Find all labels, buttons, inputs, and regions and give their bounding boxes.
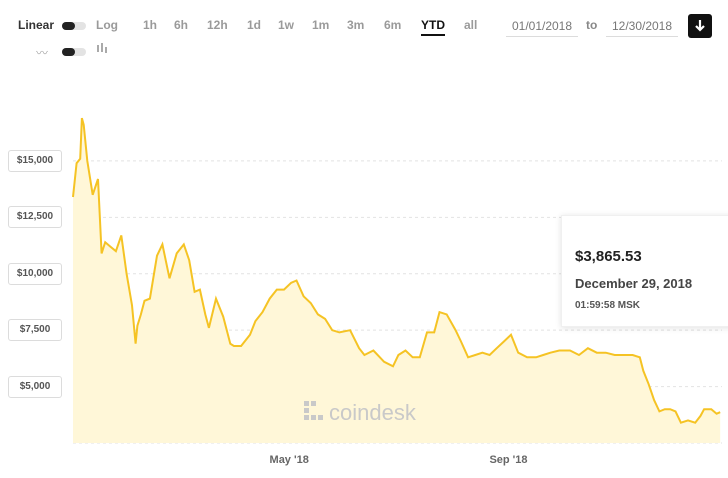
candlestick-icon[interactable] bbox=[96, 42, 108, 61]
date-to-input[interactable]: 12/30/2018 bbox=[606, 16, 678, 37]
y-tick-label: $5,000 bbox=[8, 375, 62, 398]
price-line bbox=[72, 117, 721, 424]
chart-type-toggle[interactable] bbox=[62, 48, 86, 56]
scale-toggle[interactable] bbox=[62, 22, 86, 30]
range-1w[interactable]: 1w bbox=[278, 18, 295, 32]
x-tick-label: Sep '18 bbox=[489, 454, 528, 466]
range-all[interactable]: all bbox=[464, 18, 478, 32]
range-12h[interactable]: 12h bbox=[207, 18, 228, 32]
y-tick-label: $10,000 bbox=[8, 262, 62, 285]
range-6h[interactable]: 6h bbox=[174, 18, 189, 32]
y-tick-label: $7,500 bbox=[8, 319, 62, 342]
tooltip-time: 01:59:58 MSK bbox=[575, 300, 641, 311]
range-6m[interactable]: 6m bbox=[384, 18, 402, 32]
range-3m[interactable]: 3m bbox=[347, 18, 365, 32]
range-ytd[interactable]: YTD bbox=[421, 18, 445, 36]
tooltip-date: December 29, 2018 bbox=[575, 276, 693, 291]
y-tick-label: $15,000 bbox=[8, 149, 62, 172]
y-tick-label: $12,500 bbox=[8, 206, 62, 229]
x-tick-label: May '18 bbox=[269, 454, 309, 466]
range-1d[interactable]: 1d bbox=[247, 18, 262, 32]
to-label: to bbox=[586, 18, 598, 32]
tooltip-price: $3,865.53 bbox=[575, 248, 642, 265]
watermark-text: coindesk bbox=[329, 400, 416, 425]
date-from-input[interactable]: 01/01/2018 bbox=[506, 16, 578, 37]
scale-linear-label[interactable]: Linear bbox=[18, 18, 55, 32]
line-chart-icon[interactable]: 〰 bbox=[36, 46, 49, 60]
download-icon bbox=[695, 20, 705, 32]
coindesk-watermark: coindesk bbox=[303, 400, 416, 428]
price-tooltip: $3,865.53 December 29, 2018 01:59:58 MSK bbox=[561, 215, 728, 327]
toggle-knob-2 bbox=[62, 48, 75, 56]
range-1h[interactable]: 1h bbox=[143, 18, 158, 32]
scale-log-label[interactable]: Log bbox=[96, 18, 118, 32]
download-button[interactable] bbox=[688, 14, 712, 38]
range-1m[interactable]: 1m bbox=[312, 18, 330, 32]
coindesk-logo-icon bbox=[303, 400, 325, 428]
price-area-fill bbox=[73, 118, 721, 443]
toggle-knob bbox=[62, 22, 75, 30]
